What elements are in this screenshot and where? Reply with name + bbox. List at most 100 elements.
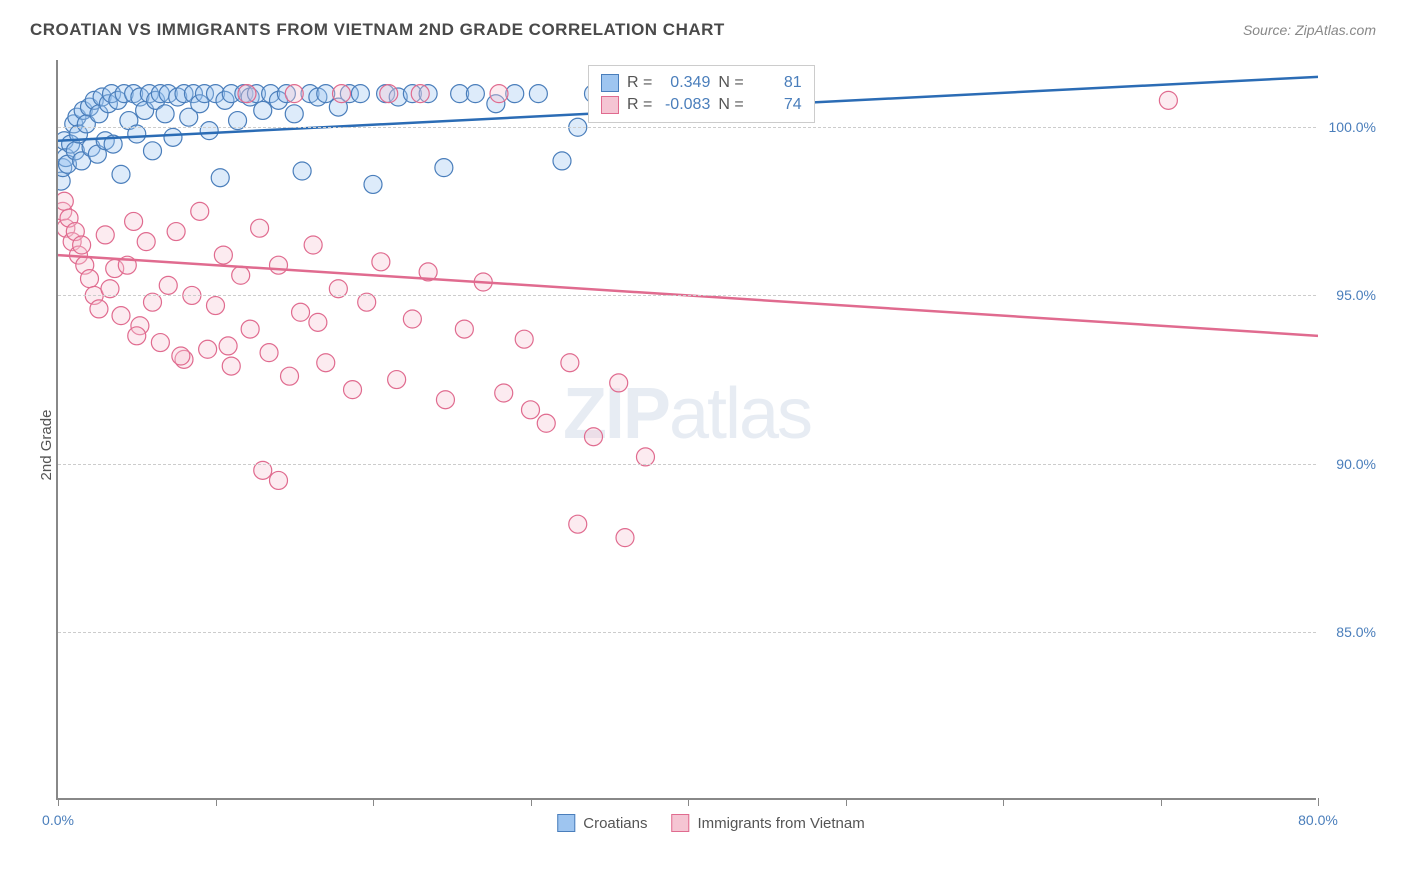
scatter-point <box>73 236 91 254</box>
scatter-point <box>344 381 362 399</box>
n-label: N = <box>718 96 743 114</box>
scatter-point <box>364 175 382 193</box>
legend-row-series-1: R = -0.083 N = 74 <box>601 94 802 116</box>
scatter-point <box>351 85 369 103</box>
n-value-0: 81 <box>752 74 802 92</box>
scatter-point <box>585 428 603 446</box>
source-attribution: Source: ZipAtlas.com <box>1243 22 1376 38</box>
scatter-point <box>251 219 269 237</box>
scatter-point <box>200 122 218 140</box>
scatter-plot-svg <box>58 60 1318 800</box>
scatter-point <box>537 414 555 432</box>
gridline-h <box>58 464 1316 465</box>
scatter-point <box>309 313 327 331</box>
scatter-point <box>411 85 429 103</box>
x-tick <box>688 798 689 806</box>
scatter-point <box>90 300 108 318</box>
legend-swatch-0 <box>601 74 619 92</box>
scatter-point <box>211 169 229 187</box>
y-tick-label: 100.0% <box>1329 119 1376 135</box>
scatter-point <box>388 371 406 389</box>
scatter-point <box>270 256 288 274</box>
scatter-point <box>490 85 508 103</box>
scatter-point <box>125 212 143 230</box>
scatter-point <box>569 515 587 533</box>
bottom-swatch-0 <box>557 814 575 832</box>
scatter-point <box>561 354 579 372</box>
scatter-point <box>81 270 99 288</box>
y-tick-label: 85.0% <box>1336 624 1376 640</box>
scatter-point <box>191 202 209 220</box>
scatter-point <box>293 162 311 180</box>
r-value-0: 0.349 <box>660 74 710 92</box>
scatter-point <box>285 105 303 123</box>
scatter-point <box>199 340 217 358</box>
scatter-point <box>333 85 351 103</box>
scatter-point <box>96 226 114 244</box>
scatter-point <box>151 334 169 352</box>
x-tick-label: 0.0% <box>42 812 74 828</box>
scatter-point <box>164 128 182 146</box>
scatter-point <box>435 159 453 177</box>
scatter-point <box>292 303 310 321</box>
scatter-point <box>112 307 130 325</box>
x-tick <box>1161 798 1162 806</box>
scatter-point <box>529 85 547 103</box>
scatter-point <box>207 297 225 315</box>
scatter-point <box>403 310 421 328</box>
scatter-point <box>144 142 162 160</box>
x-tick <box>846 798 847 806</box>
scatter-point <box>254 101 272 119</box>
plot-area: ZIPatlas R = 0.349 N = 81 R = -0.083 N =… <box>56 60 1316 800</box>
scatter-point <box>159 276 177 294</box>
gridline-h <box>58 295 1316 296</box>
scatter-point <box>522 401 540 419</box>
correlation-legend: R = 0.349 N = 81 R = -0.083 N = 74 <box>588 65 815 123</box>
r-value-1: -0.083 <box>660 96 710 114</box>
scatter-point <box>222 357 240 375</box>
scatter-point <box>58 192 73 210</box>
scatter-point <box>285 85 303 103</box>
y-axis-label: 2nd Grade <box>38 410 55 481</box>
legend-row-series-0: R = 0.349 N = 81 <box>601 72 802 94</box>
r-label: R = <box>627 74 652 92</box>
n-label: N = <box>718 74 743 92</box>
scatter-point <box>372 253 390 271</box>
scatter-point <box>156 105 174 123</box>
y-tick-label: 90.0% <box>1336 456 1376 472</box>
scatter-point <box>304 236 322 254</box>
x-tick <box>1318 798 1319 806</box>
scatter-point <box>317 354 335 372</box>
x-tick <box>531 798 532 806</box>
bottom-legend-item-0: Croatians <box>557 814 647 832</box>
scatter-point <box>455 320 473 338</box>
scatter-point <box>380 85 398 103</box>
scatter-point <box>1159 91 1177 109</box>
scatter-point <box>172 347 190 365</box>
scatter-point <box>112 165 130 183</box>
series-name-1: Immigrants from Vietnam <box>697 815 864 832</box>
legend-swatch-1 <box>601 96 619 114</box>
y-tick-label: 95.0% <box>1336 287 1376 303</box>
n-value-1: 74 <box>752 96 802 114</box>
scatter-point <box>281 367 299 385</box>
scatter-point <box>128 327 146 345</box>
x-tick <box>373 798 374 806</box>
bottom-legend: Croatians Immigrants from Vietnam <box>557 814 864 832</box>
chart-container: 2nd Grade ZIPatlas R = 0.349 N = 81 R = … <box>56 60 1366 830</box>
scatter-point <box>232 266 250 284</box>
x-tick <box>58 798 59 806</box>
scatter-point <box>260 344 278 362</box>
r-label: R = <box>627 96 652 114</box>
scatter-point <box>241 320 259 338</box>
scatter-point <box>495 384 513 402</box>
scatter-point <box>553 152 571 170</box>
scatter-point <box>436 391 454 409</box>
scatter-point <box>167 223 185 241</box>
scatter-point <box>616 529 634 547</box>
gridline-h <box>58 632 1316 633</box>
x-tick <box>1003 798 1004 806</box>
gridline-h <box>58 127 1316 128</box>
scatter-point <box>270 471 288 489</box>
scatter-point <box>466 85 484 103</box>
